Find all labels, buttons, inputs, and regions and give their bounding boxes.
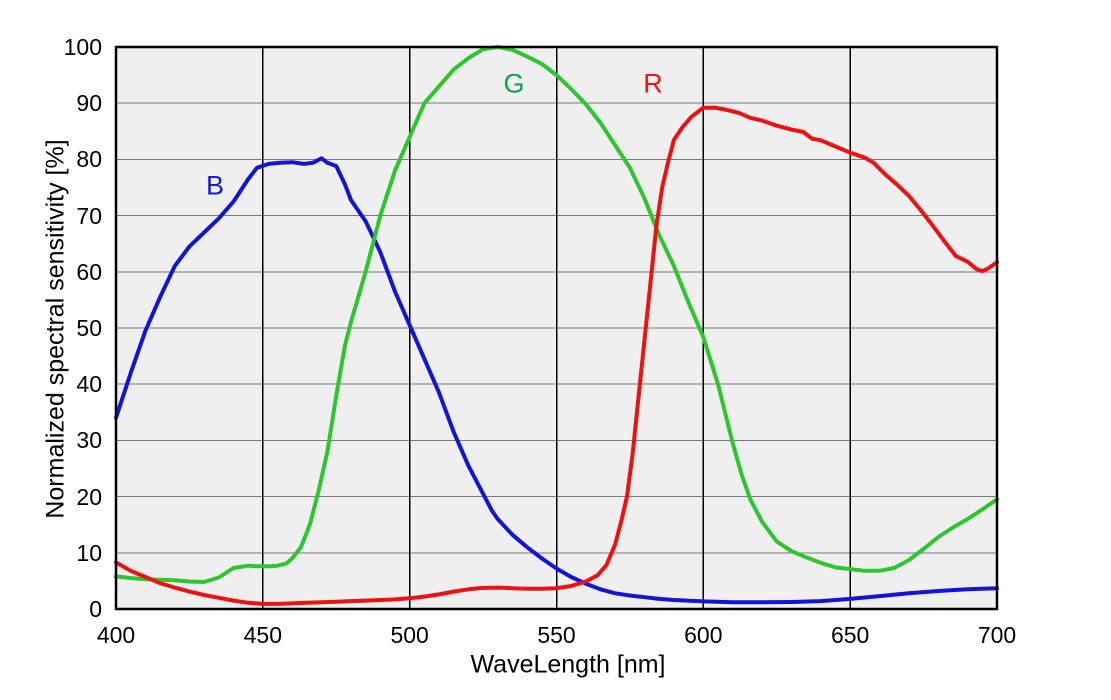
curve-r (114, 105, 999, 606)
y-tick-label-30: 30 (76, 427, 102, 454)
x-tick-label-700: 700 (977, 622, 1017, 648)
y-tick-label-80: 80 (76, 146, 102, 173)
y-tick-label-90: 90 (76, 90, 102, 117)
y-tick-label-60: 60 (76, 258, 102, 285)
y-tick-label-20: 20 (76, 483, 102, 510)
y-tick-label-70: 70 (76, 202, 102, 229)
plot-border (114, 45, 999, 611)
x-tick-label-550: 550 (537, 622, 576, 648)
y-tick-label-0: 0 (89, 596, 102, 622)
y-tick-label-50: 50 (76, 315, 102, 341)
curve-g (114, 45, 999, 584)
x-tick-label-450: 450 (243, 622, 283, 648)
x-tick-label-500: 500 (390, 622, 429, 648)
curve-label-b: B (205, 170, 225, 201)
y-tick-label-10: 10 (76, 539, 102, 566)
x-tick-label-600: 600 (684, 622, 723, 648)
y-tick-label-40: 40 (76, 371, 102, 398)
x-tick-label-400: 400 (96, 622, 136, 648)
curve-b (114, 156, 999, 605)
x-axis-title: WaveLength [nm] (470, 650, 666, 679)
curve-label-g: G (503, 68, 525, 99)
x-tick-label-650: 650 (830, 622, 870, 648)
y-tick-label-100: 100 (63, 34, 102, 60)
curve-label-r: R (643, 68, 663, 99)
